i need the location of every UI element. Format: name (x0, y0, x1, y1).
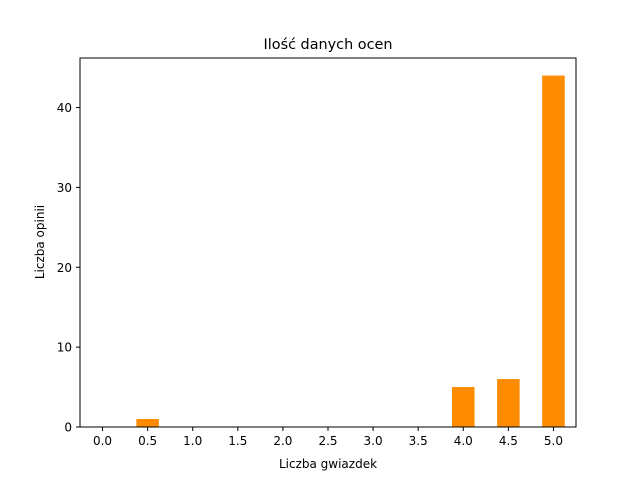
x-tick-label: 4.5 (499, 434, 518, 448)
x-tick-label: 1.5 (228, 434, 247, 448)
chart-title: Ilość danych ocen (264, 37, 393, 53)
x-axis-ticks: 0.0 0.5 1.0 1.5 2.0 2.5 3.0 3.5 4.0 4.5 5.0 (93, 427, 563, 448)
x-tick-label: 2.0 (273, 434, 292, 448)
y-axis-label: Liczba opinii (33, 205, 47, 279)
x-tick-label: 4.0 (454, 434, 473, 448)
x-tick-label: 0.0 (93, 434, 112, 448)
y-tick-label: 40 (57, 101, 72, 115)
x-tick-label: 5.0 (544, 434, 563, 448)
plot-frame (79, 57, 577, 428)
x-tick-label: 3.0 (364, 434, 383, 448)
bar-4-5 (497, 379, 520, 427)
x-tick-label: 1.0 (183, 434, 202, 448)
x-tick-label: 3.5 (409, 434, 428, 448)
x-tick-label: 0.5 (138, 434, 157, 448)
y-tick-label: 10 (57, 341, 72, 355)
x-tick-label: 2.5 (318, 434, 337, 448)
y-tick-label: 30 (57, 181, 72, 195)
bar-5 (542, 75, 565, 427)
y-axis-ticks: 0 10 20 30 40 (57, 101, 80, 435)
y-tick-label: 0 (64, 421, 72, 435)
bars-group (136, 75, 565, 427)
y-tick-label: 20 (57, 261, 72, 275)
bar-4 (452, 387, 475, 427)
x-axis-label: Liczba gwiazdek (279, 457, 377, 471)
bar-0-5 (136, 419, 159, 427)
